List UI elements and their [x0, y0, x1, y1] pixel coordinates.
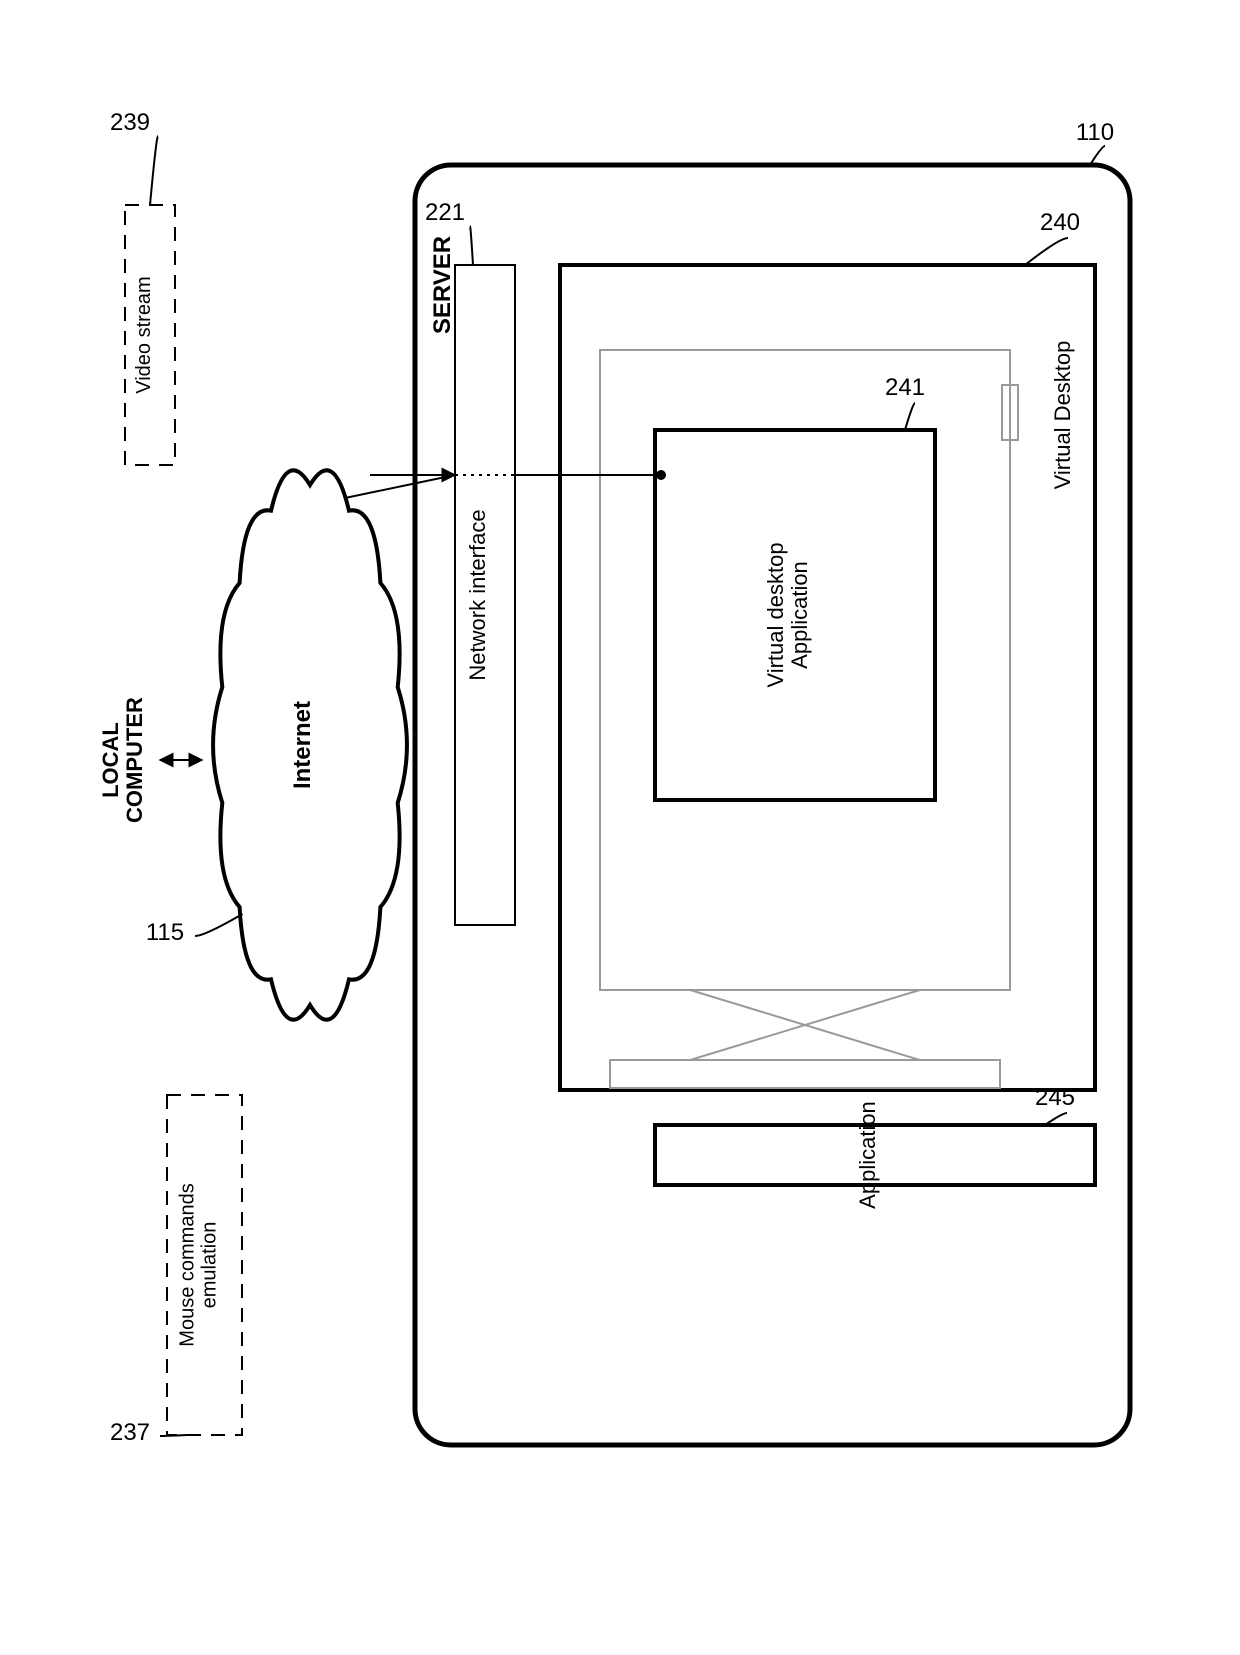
virtual-desktop-ref: 240	[1040, 209, 1080, 236]
mouse-commands-ref: 237	[110, 1419, 150, 1446]
virtual-desktop-application-label: Virtual desktopApplication	[763, 542, 812, 687]
internet-ref: 115	[146, 919, 184, 946]
vdapp-endpoint-dot	[656, 470, 666, 480]
mouse-commands-label: Mouse commandsemulation	[177, 1183, 221, 1346]
internet-label: Internet	[289, 701, 316, 789]
leader-line	[905, 403, 915, 430]
leader-line	[160, 1435, 187, 1436]
virtual-desktop-application-ref: 241	[885, 374, 925, 401]
server-label: SERVER	[429, 236, 456, 334]
application-ref: 245	[1035, 1084, 1075, 1111]
network-interface-ref: 221	[425, 199, 465, 226]
virtual-desktop-label: Virtual Desktop	[1050, 341, 1075, 490]
network-interface-label: Network interface	[465, 509, 490, 680]
monitor-screen	[600, 350, 1010, 990]
application-label: Application	[855, 1101, 880, 1209]
monitor-neck	[690, 990, 920, 1060]
server-box	[415, 165, 1130, 1445]
leader-line	[1090, 146, 1105, 165]
video-stream-label: Video stream	[133, 276, 155, 393]
virtual-desktop-box	[560, 265, 1095, 1090]
video-stream-ref: 239	[110, 109, 150, 136]
leader-line	[470, 226, 473, 265]
arrow-cloud-to-netif-seg1	[345, 475, 455, 498]
server-ref: 110	[1076, 119, 1114, 146]
monitor-base	[610, 1060, 1000, 1088]
local-computer-label: LOCALCOMPUTER	[98, 697, 147, 823]
leader-line	[1025, 238, 1068, 265]
leader-line	[150, 136, 158, 205]
leader-line	[195, 914, 243, 936]
